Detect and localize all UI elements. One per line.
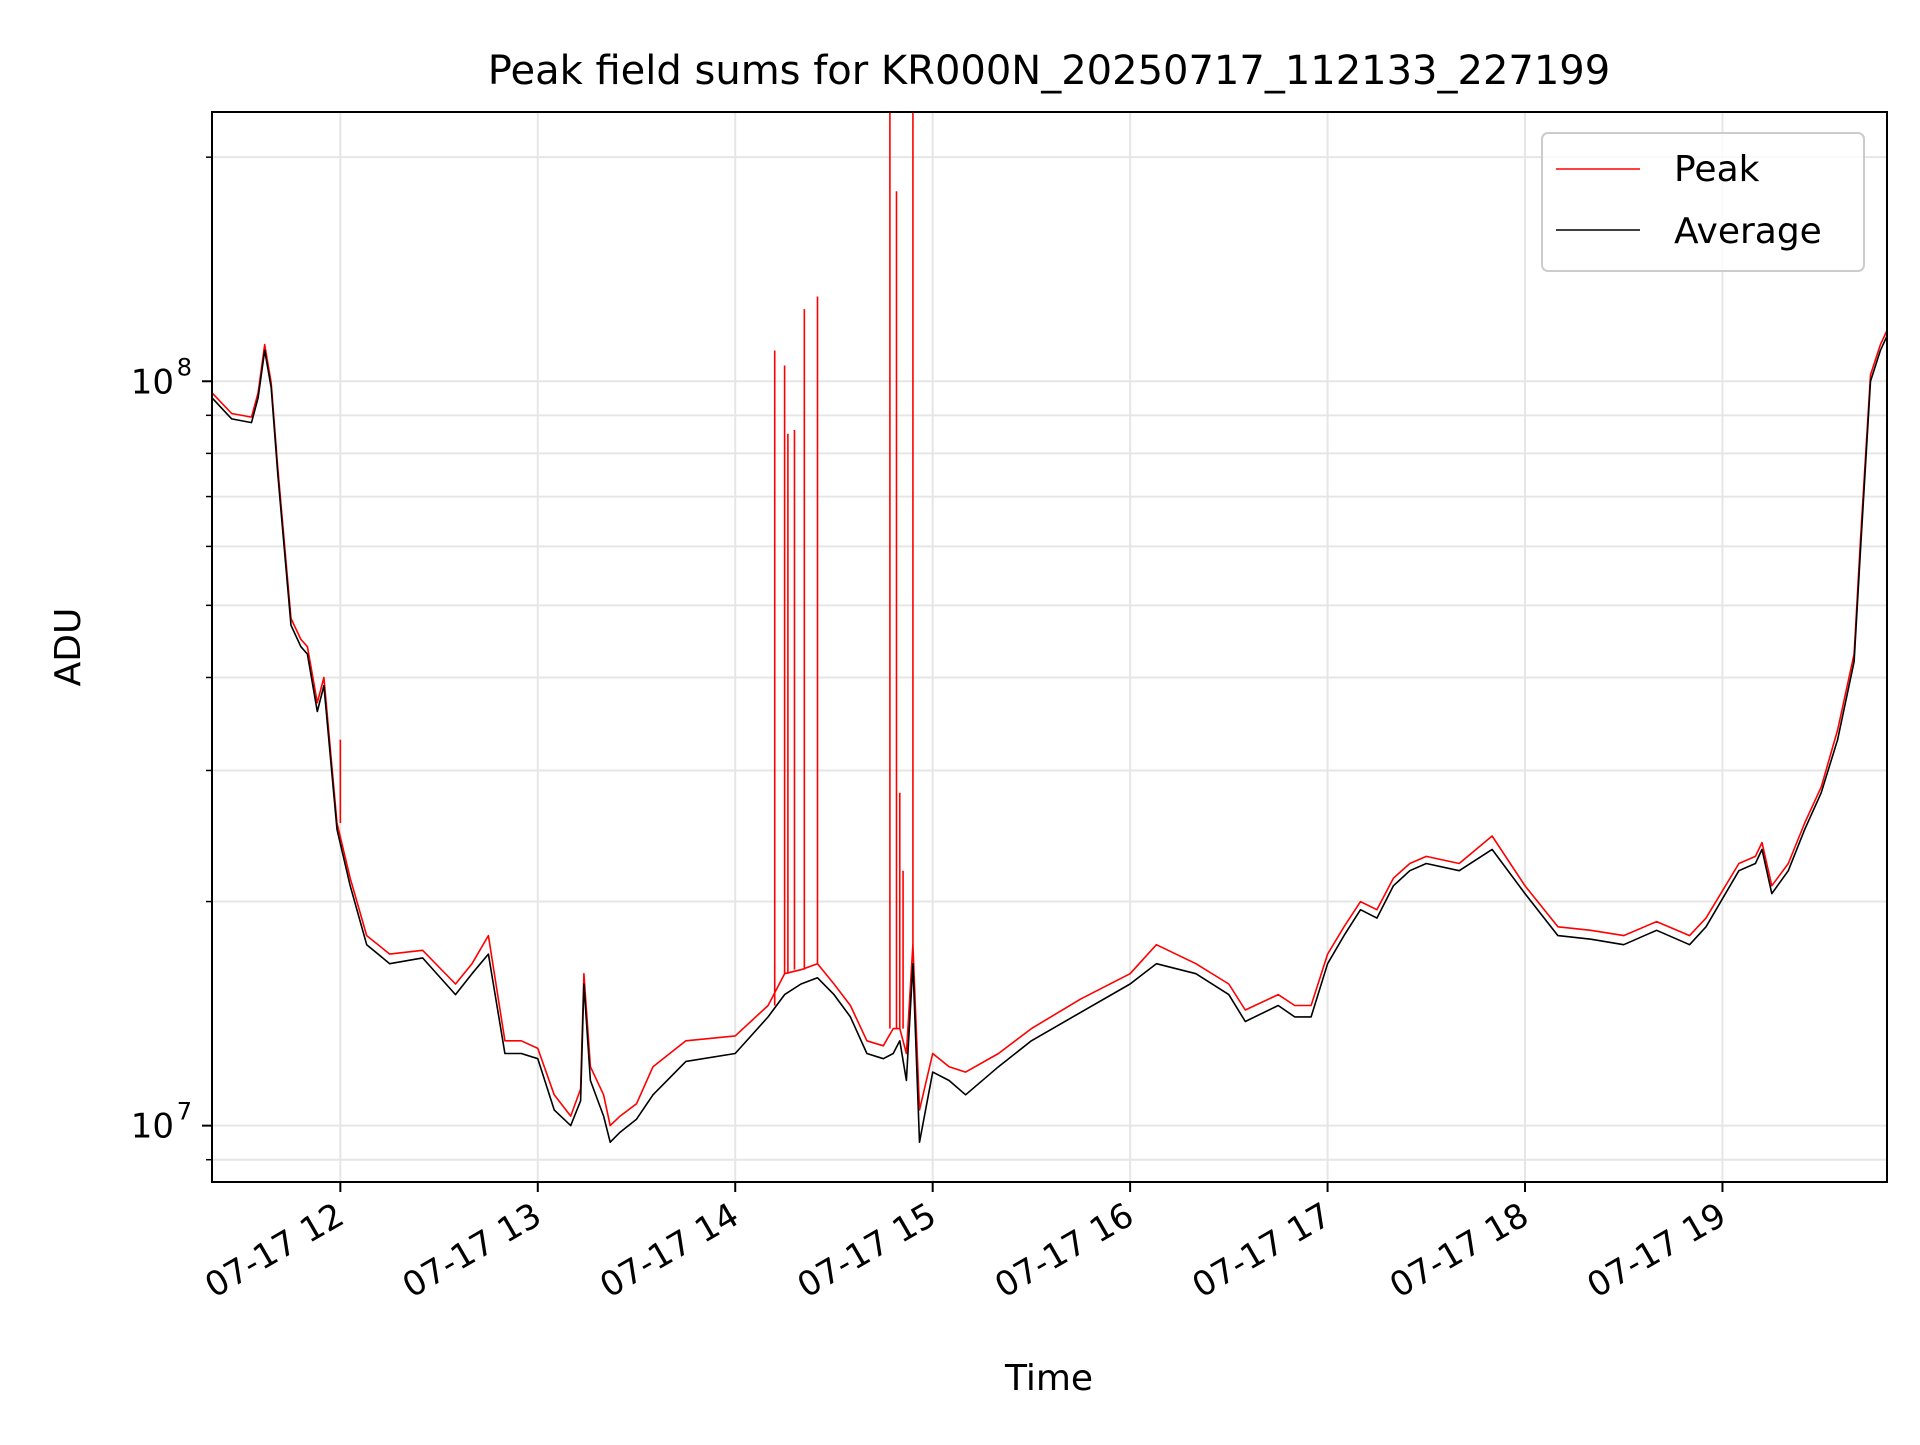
legend-box: [1541, 132, 1865, 272]
y-tick-label: 10: [131, 362, 174, 402]
y-axis-label: ADU: [48, 608, 89, 687]
grid: [212, 112, 1887, 1182]
chart-title: Peak field sums for KR000N_20250717_1121…: [488, 48, 1610, 94]
y-tick-label: 10: [131, 1107, 174, 1147]
legend-label-average: Average: [1674, 211, 1822, 252]
series-peak-line: [211, 330, 1888, 1127]
legend: Peak Average: [1541, 132, 1865, 272]
series-layer: [211, 112, 1888, 1143]
y-tick-label-exponent: 8: [177, 353, 192, 381]
x-axis-label: Time: [1004, 1358, 1093, 1399]
legend-label-peak: Peak: [1674, 149, 1760, 190]
plot-frame: [211, 111, 1888, 1183]
y-tick-label-exponent: 7: [177, 1098, 192, 1126]
series-average-line: [211, 335, 1888, 1143]
